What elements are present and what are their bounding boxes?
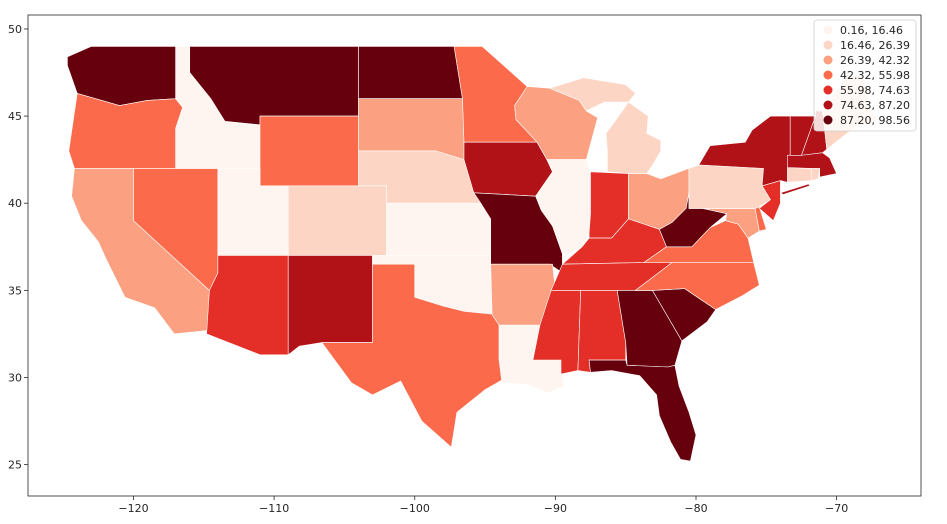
legend-marker (823, 55, 833, 65)
legend-marker (823, 25, 833, 35)
legend-marker (823, 115, 833, 125)
state-wyoming (259, 115, 359, 187)
states-layer (67, 46, 880, 462)
state-oregon (68, 93, 184, 169)
legend-marker (823, 100, 833, 110)
legend-label: 74.63, 87.20 (840, 99, 910, 112)
state-new-mexico (287, 255, 373, 356)
legend-box (813, 19, 917, 132)
legend-label: 55.98, 74.63 (840, 84, 910, 97)
y-tick-label: 40 (8, 197, 22, 210)
state-south-dakota (358, 98, 465, 161)
state-mississippi (532, 290, 582, 375)
state-connecticut (787, 167, 812, 183)
legend-marker (823, 85, 833, 95)
legend-label: 16.46, 26.39 (840, 39, 910, 52)
state-colorado (287, 185, 387, 256)
legend-label: 42.32, 55.98 (840, 69, 910, 82)
state-texas (321, 263, 504, 448)
legend-label: 87.20, 98.56 (840, 114, 910, 127)
y-axis: 25 30 35 40 45 50 (8, 23, 28, 472)
legend-label: 0.16, 16.46 (840, 24, 903, 37)
x-tick-label: −120 (118, 502, 148, 515)
x-tick-label: −100 (400, 502, 430, 515)
y-tick-label: 45 (8, 110, 22, 123)
x-tick-label: −110 (259, 502, 289, 515)
state-massachusetts (787, 152, 838, 178)
legend: 0.16, 16.46 16.46, 26.39 26.39, 42.32 42.32… (813, 19, 917, 132)
y-tick-label: 25 (8, 459, 22, 472)
x-tick-label: −90 (544, 502, 567, 515)
legend-marker (823, 70, 833, 80)
state-florida (588, 359, 697, 462)
state-pennsylvania (688, 164, 771, 209)
plot-frame (27, 14, 922, 497)
x-tick-label: −80 (684, 502, 707, 515)
y-tick-label: 35 (8, 284, 22, 297)
state-long-island (779, 183, 811, 195)
state-kansas (386, 202, 492, 256)
y-tick-label: 50 (8, 23, 22, 36)
y-tick-label: 30 (8, 371, 22, 384)
x-tick-label: −70 (825, 502, 848, 515)
state-rhode-island (810, 168, 821, 181)
legend-label: 26.39, 42.32 (840, 54, 910, 67)
state-north-dakota (358, 46, 463, 99)
state-iowa (463, 141, 553, 197)
x-axis: −120 −110 −100 −90 −80 −70 (118, 496, 848, 515)
legend-marker (823, 40, 833, 50)
